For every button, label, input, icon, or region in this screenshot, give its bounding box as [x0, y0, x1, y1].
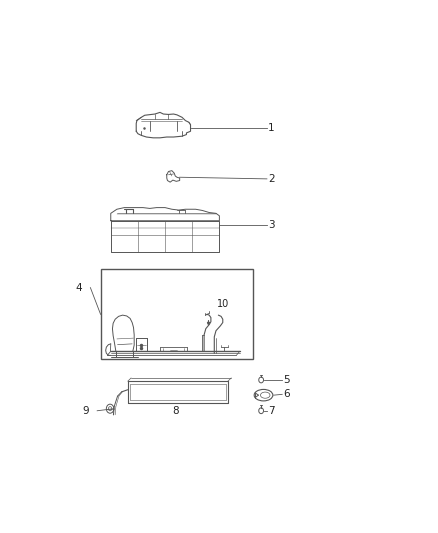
Bar [101, 269, 253, 359]
Text: 3: 3 [268, 220, 275, 230]
Text: 10: 10 [217, 300, 229, 309]
Text: 9: 9 [82, 406, 88, 416]
Text: 5: 5 [283, 375, 290, 385]
Text: 4: 4 [76, 282, 82, 293]
Text: 6: 6 [283, 389, 290, 399]
Text: 1: 1 [268, 123, 275, 133]
Text: 2: 2 [268, 174, 275, 184]
Text: 7: 7 [268, 406, 275, 416]
Text: 8: 8 [172, 406, 179, 416]
